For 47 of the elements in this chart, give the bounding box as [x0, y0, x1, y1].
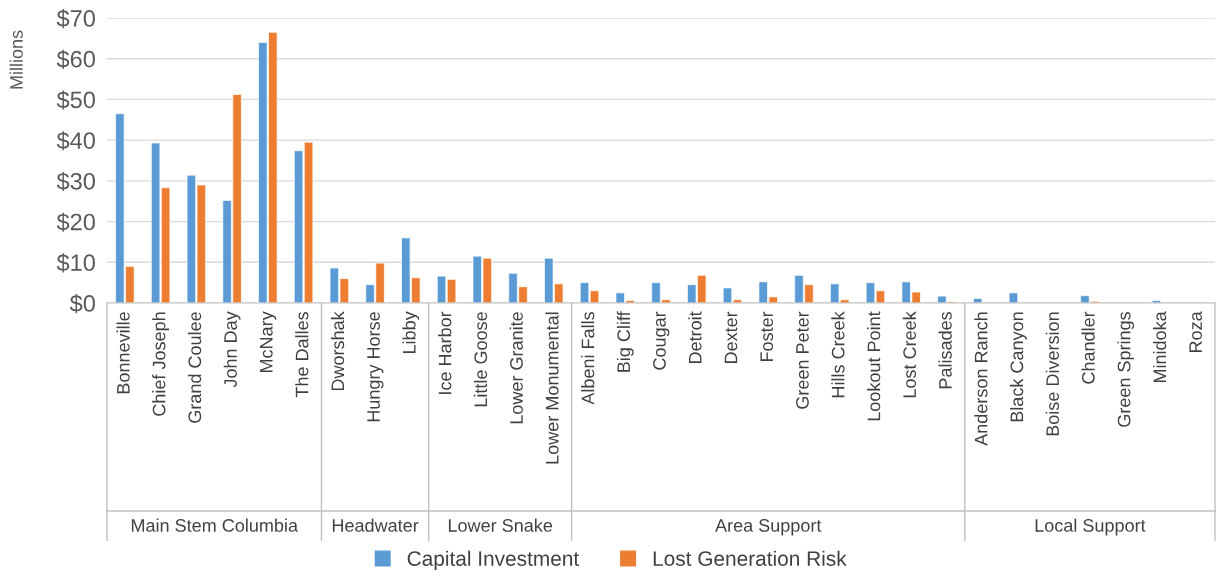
x-tick-label: Lost Creek: [902, 311, 917, 398]
x-tick-label: Black Canyon: [1010, 312, 1027, 422]
x-tick-label: Anderson Ranch: [974, 312, 988, 446]
text: Area Support: [715, 519, 822, 536]
x-tick-label: Ice Harbor: [438, 311, 452, 394]
legend-label: Capital Investment: [407, 550, 580, 571]
y-tick-label: $70: [56, 9, 95, 29]
y-tick-label: $0: [69, 294, 95, 314]
x-tick-label: Libby: [402, 311, 420, 354]
x-tick-label: Minidoka: [1152, 311, 1167, 383]
text: Lower Snake: [448, 518, 553, 532]
x-tick-label: Dworshak: [330, 311, 345, 391]
y-tick-label: $40: [56, 131, 95, 151]
x-tick-label: Lower Granite: [509, 312, 523, 424]
y-tick-label: $20: [56, 212, 95, 232]
x-tick-label: Hills Creek: [831, 311, 845, 398]
x-tick-label: Grand Coulee: [187, 312, 202, 423]
x-tick-label: Hungry Horse: [367, 312, 384, 422]
x-tick-label: John Day: [223, 311, 241, 388]
y-axis-title: Millions: [9, 30, 23, 89]
text: Local Support: [1035, 518, 1146, 536]
x-tick-label: Lower Monumental: [545, 312, 559, 464]
legend-label: Lost Generation Risk: [653, 550, 847, 566]
x-tick-label: The Dalles: [295, 311, 309, 398]
x-tick-label: Detroit: [688, 311, 702, 364]
x-tick-label: Little Goose: [473, 312, 488, 407]
x-tick-label: Green Peter: [796, 311, 809, 409]
x-tick-label: Chief Joseph: [152, 312, 170, 416]
x-tick-label: Boise Diversion: [1045, 312, 1060, 436]
x-tick-label: Chandler: [1081, 311, 1095, 384]
x-tick-label: Albeni Falls: [581, 311, 595, 405]
y-tick-label: $50: [56, 90, 95, 110]
x-tick-label: Lookout Point: [867, 311, 881, 421]
y-tick-label: $30: [56, 171, 95, 192]
x-tick-label: Roza: [1189, 311, 1202, 352]
y-tick-label: $60: [56, 49, 95, 69]
text: Headwater: [332, 518, 419, 532]
y-tick-label: $10: [56, 253, 95, 273]
x-tick-label: McNary: [260, 311, 277, 373]
x-tick-label: Green Springs: [1117, 311, 1135, 427]
x-tick-label: Big Cliff: [616, 311, 634, 372]
text: Main Stem Columbia: [131, 518, 299, 532]
x-tick-label: Dexter: [724, 311, 738, 364]
x-tick-label: Bonneville: [116, 312, 130, 394]
x-tick-label: Foster: [760, 311, 774, 362]
x-tick-label: Palisades: [938, 311, 952, 389]
x-tick-label: Cougar: [653, 311, 670, 370]
